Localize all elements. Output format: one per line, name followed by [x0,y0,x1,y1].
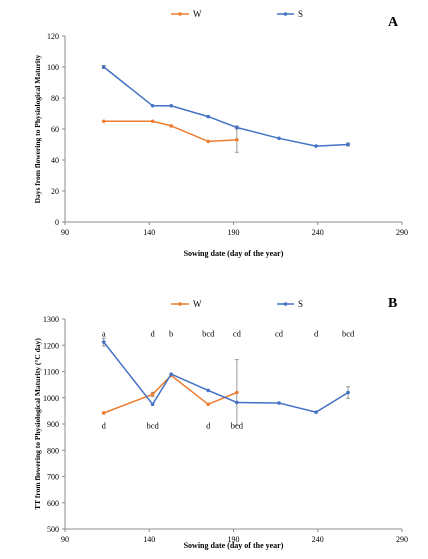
panel-b-y-axis-title: TT from flowering to Physiological Matur… [33,338,42,510]
panel-b-series-w-point [206,402,211,407]
panel-b-x-axis-title: Sowing date (day of the year) [184,541,284,550]
panel-b-y-tick-label: 1300 [43,315,59,324]
panel-a-y-tick-label: 60 [51,125,59,134]
panel-a-y-tick-label: 120 [47,32,59,41]
panel-b-x-tick-label: 140 [143,535,155,544]
panel-a-series-w-point [169,124,173,128]
panel-b-y-tick-label: 600 [47,499,59,508]
panel-b-y-tick-label: 1200 [43,341,59,350]
panel-a-series-w-point [235,138,239,142]
panel-b-annotation-letter: a [102,328,106,338]
panel-a-x-tick-label: 290 [396,228,408,237]
panel-b-annotation-letter: cd [275,328,284,338]
panel-b-y-tick-label: 800 [47,446,59,455]
panel-a-x-tick-label: 90 [61,228,69,237]
panel-b-series-s-point [206,388,211,393]
panel-a-series-s-point [346,142,350,147]
panel-a-series-s-point [206,114,211,119]
panel-b-annotation-letter: d [150,328,155,338]
panel-b-annotation-letter: bcd [231,420,244,430]
panel-b-x-tick-label: 90 [61,535,69,544]
panel-b-legend-label-w: W [193,299,202,309]
panel-a-legend-label-s: S [298,9,303,19]
panel-a-x-tick-label: 140 [143,228,155,237]
panel-a-series-w-point [150,119,155,124]
panel-a-y-tick-label: 100 [47,63,59,72]
panel-b-annotation-letter: bcd [146,420,159,430]
panel-a-x-tick-label: 240 [312,228,324,237]
panel-b-series-s-point [169,372,173,376]
panel-b-series-s-point [277,401,281,405]
panel-b-y-tick-label: 900 [47,420,59,429]
panel-b-legend-marker-w [178,302,182,306]
panel-b-series-s-line [103,341,349,414]
panel-a-series-s-point [101,65,106,69]
panel-b-annotation-letter: d [314,328,319,338]
panel-b-x-tick-label: 290 [396,535,408,544]
panel-b-series-s-point [346,390,350,395]
panel-b-series-w-point [150,392,155,397]
panel-b-y-tick-label: 1000 [43,394,59,403]
panel-a-y-tick-label: 80 [51,94,59,103]
panel-b-series-w-point [235,390,239,395]
panel-b-series-s-point [314,410,318,414]
panel-b-legend-marker-s [283,302,288,306]
panel-a-x-axis-title: Sowing date (day of the year) [184,249,284,258]
panel-b-x-tick-label: 240 [312,535,324,544]
panel-a-series-s-point [150,103,155,108]
panel-b-y-tick-label: 700 [47,473,59,482]
panel-b-annotation-letter: bcd [202,328,215,338]
panel-a-series-s-point [169,103,173,108]
panel-b-y-tick-label: 1100 [43,368,59,377]
panel-a-series-w-point [101,119,106,124]
panel-a-series-w-point [206,139,211,144]
panel-b-series-w-point [101,411,106,415]
panel-b-legend-label-s: S [298,299,303,309]
panel-b-x-tick-label: 190 [228,535,240,544]
panel-b-annotation-letter: bcd [342,328,355,338]
panel-b-annotation-letter: d [102,420,107,430]
panel-b-y-tick-label: 500 [47,525,59,534]
panel-a-y-tick-label: 40 [51,156,59,165]
panel-a-y-tick-label: 20 [51,187,59,196]
panel-b-annotation-letter: d [206,420,211,430]
panel-a-legend-label-w: W [193,9,202,19]
panel-b-annotation-letter: b [169,328,173,338]
panel-a-legend-marker-s [283,12,288,16]
panel-b-label: B [388,296,397,311]
panel-a-label: A [388,15,399,30]
panel-b-series-s-point [235,400,239,405]
panel-a-legend-marker-w [178,12,182,16]
panel-a-y-tick-label: 0 [55,218,59,227]
panel-a-y-axis-title: Days from flowering to Physiological Mat… [33,54,42,203]
panel-b-annotation-letter: cd [233,328,242,338]
panel-a-series-s-point [277,136,281,141]
panel-a-series-s-point [235,125,239,130]
panel-a-series-s-point [314,144,318,148]
panel-b-series-s-point [150,402,155,407]
panel-a-series-s-line [103,66,349,147]
panel-a-x-tick-label: 190 [228,228,240,237]
panel-b-series-s-point [101,340,106,344]
